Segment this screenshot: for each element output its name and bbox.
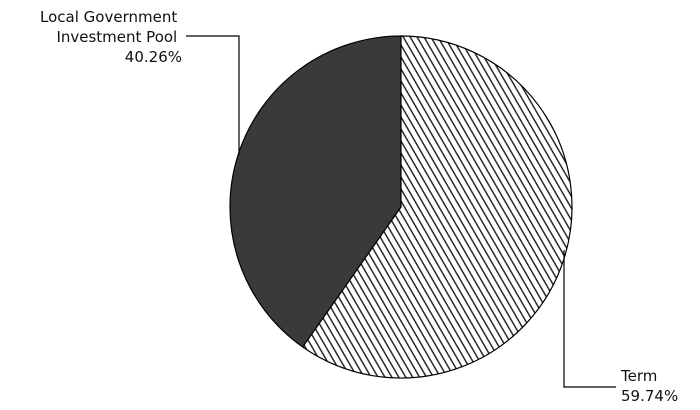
pie-slice-lgip [229, 35, 402, 348]
label-term-value: 59.74% [621, 387, 678, 405]
label-lgip-line2: Investment Pool [56, 28, 177, 46]
leader-line-lgip [186, 35, 240, 155]
label-term-line1: Term [620, 367, 657, 385]
label-term: Term 59.74% [620, 367, 678, 405]
pie-slices [229, 35, 573, 379]
leader-line-term [563, 250, 616, 388]
label-lgip: Local Government Investment Pool 40.26% [40, 8, 182, 66]
label-lgip-value: 40.26% [125, 48, 182, 66]
label-lgip-line1: Local Government [40, 8, 177, 26]
